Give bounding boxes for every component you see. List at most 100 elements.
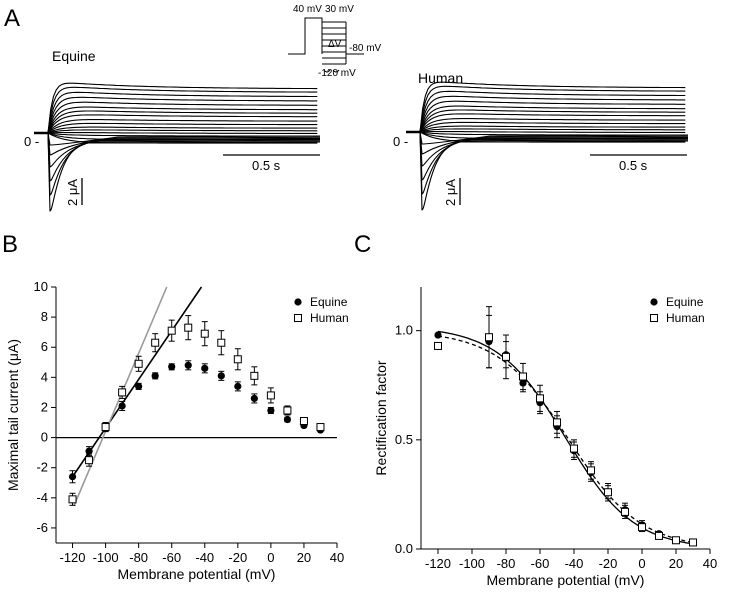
current-trace <box>47 91 318 134</box>
legend-marker-circle <box>294 298 302 306</box>
current-trace <box>419 105 686 133</box>
current-trace <box>47 122 318 134</box>
x-axis-label: Membrane potential (mV) <box>118 566 276 582</box>
current-trace <box>419 85 686 133</box>
current-trace <box>47 86 318 134</box>
data-point-circle <box>135 382 143 390</box>
x-tick-label: -120 <box>60 550 86 565</box>
data-point-circle <box>434 331 442 339</box>
legend-label: Equine <box>310 295 348 309</box>
y-tick-label: -4 <box>36 490 48 505</box>
equine-zero-label: 0 - <box>24 134 39 149</box>
legend-marker-square <box>650 314 658 322</box>
current-trace <box>47 101 318 134</box>
current-trace <box>419 81 686 133</box>
human-time-scale-label: 0.5 s <box>619 158 648 173</box>
equine-current-scale-label: 2 μA <box>65 179 80 206</box>
legend-marker-circle <box>650 298 658 306</box>
fit-line <box>71 286 203 478</box>
data-point-square <box>587 466 595 475</box>
data-point-square <box>200 329 209 338</box>
data-point-circle <box>250 394 258 403</box>
data-point-square <box>689 538 697 547</box>
current-trace <box>47 129 318 134</box>
x-tick-label: 0 <box>638 556 645 571</box>
x-tick-label: -80 <box>497 556 516 571</box>
x-tick-label: 0 <box>267 550 274 565</box>
current-trace <box>47 126 318 134</box>
data-point-square <box>316 423 325 432</box>
inward-transient-trace <box>47 132 321 146</box>
data-point-square <box>250 371 259 380</box>
x-tick-label: -60 <box>531 556 550 571</box>
protocol-step-top: 30 mV <box>325 4 354 15</box>
y-tick-label: 10 <box>34 279 48 294</box>
inward-transient-trace <box>47 132 321 182</box>
data-point-circle <box>151 372 159 380</box>
data-point-square <box>519 372 527 381</box>
current-trace <box>47 96 318 134</box>
x-tick-label: 40 <box>330 550 344 565</box>
x-tick-label: -20 <box>599 556 618 571</box>
current-trace <box>419 100 686 133</box>
data-point-square <box>101 423 110 432</box>
data-point-square <box>217 338 226 347</box>
y-tick-label: 1.0 <box>395 323 413 338</box>
data-point-square <box>502 352 510 361</box>
chart-b: -120 -100 -80 -60 -40 -20 0 20 40-6-4-20246810Me… <box>5 279 349 582</box>
x-tick-label: -20 <box>228 550 247 565</box>
equine-current-traces <box>34 82 321 212</box>
data-point-square <box>151 338 160 347</box>
y-tick-label: 0.0 <box>395 541 413 556</box>
current-trace <box>419 113 686 133</box>
data-point-circle <box>201 364 209 372</box>
current-trace <box>47 82 318 134</box>
equine-time-scale-label: 0.5 s <box>252 158 281 173</box>
panel-a-letter: A <box>4 5 20 32</box>
data-point-circle <box>267 406 275 415</box>
x-tick-label: -60 <box>162 550 181 565</box>
data-point-square <box>68 495 77 504</box>
current-trace <box>47 114 318 134</box>
x-tick-label: -80 <box>129 550 148 565</box>
data-point-square <box>655 531 663 540</box>
legend-label: Human <box>310 311 349 325</box>
x-tick-label: -40 <box>195 550 214 565</box>
data-point-square <box>266 391 275 400</box>
data-point-square <box>604 488 612 497</box>
current-trace <box>47 119 318 134</box>
inward-transient-trace <box>419 131 689 181</box>
y-tick-label: 0.5 <box>395 432 413 447</box>
data-point-square <box>672 536 680 545</box>
data-point-square <box>553 418 561 427</box>
data-point-square <box>167 326 176 335</box>
current-trace <box>419 90 686 133</box>
panel-b-letter: B <box>2 231 18 258</box>
y-tick-label: 4 <box>41 369 48 384</box>
inward-transient-trace <box>419 131 689 145</box>
data-point-circle <box>85 447 93 455</box>
y-tick-label: 0 <box>41 430 48 445</box>
data-point-circle <box>68 473 77 481</box>
current-trace <box>419 128 686 133</box>
protocol-step-bottom: -120 mV <box>318 68 356 79</box>
y-tick-label: -2 <box>36 460 48 475</box>
y-tick-label: 6 <box>41 339 48 354</box>
protocol-holding: -80 mV <box>349 43 382 54</box>
current-trace <box>419 131 686 133</box>
x-tick-label: -100 <box>459 556 485 571</box>
data-point-square <box>134 359 143 368</box>
protocol-top-voltage: 40 mV <box>293 4 322 15</box>
current-trace <box>419 95 686 133</box>
x-tick-label: -120 <box>425 556 451 571</box>
protocol-step-symbol: ΔV <box>328 39 342 50</box>
x-tick-label: -40 <box>565 556 584 571</box>
x-tick-label: -100 <box>93 550 119 565</box>
equine-title: Equine <box>52 48 96 64</box>
data-point-circle <box>184 361 192 369</box>
current-trace <box>419 109 686 133</box>
data-point-square <box>283 406 292 415</box>
panel-c-letter: C <box>354 231 371 258</box>
data-point-square <box>621 507 629 516</box>
